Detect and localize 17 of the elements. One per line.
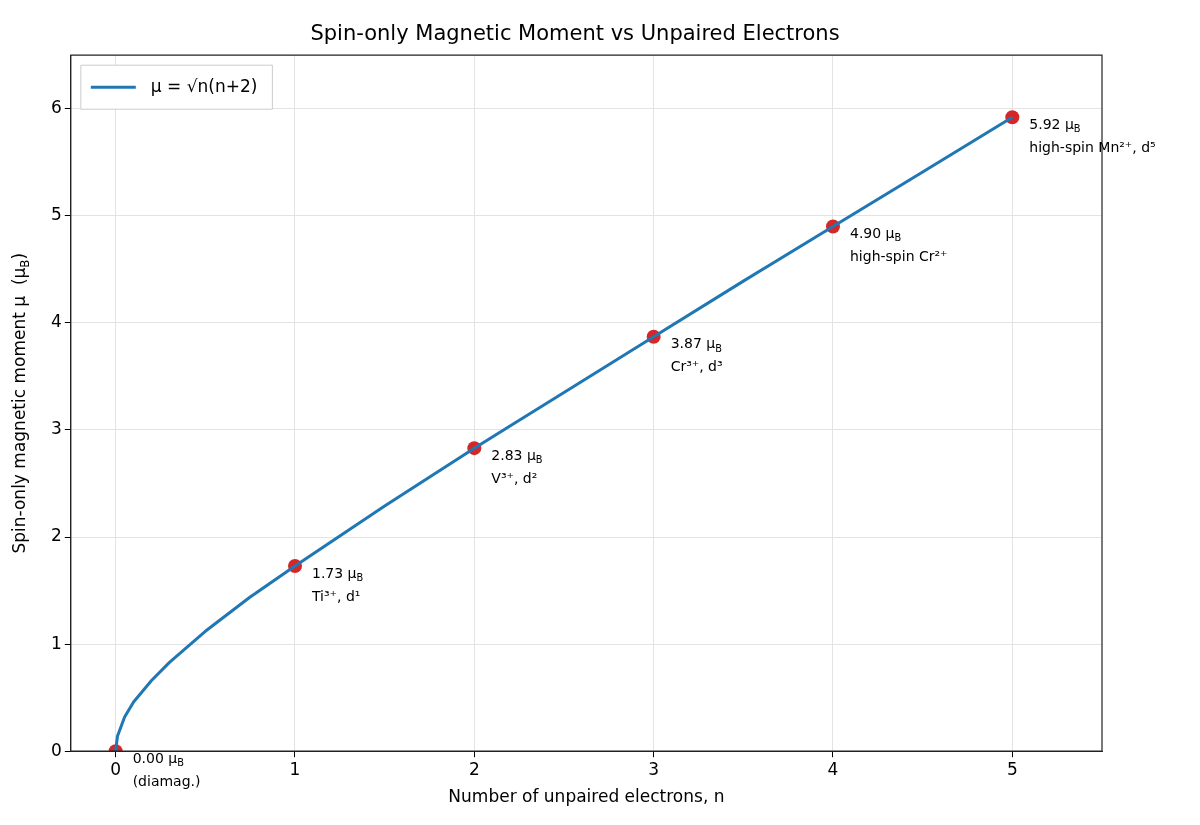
y-tick-label: 1: [50, 632, 62, 653]
x-axis-title: Number of unpaired electrons, n: [448, 786, 725, 807]
y-axis-title: Spin-only magnetic moment μ (μB): [9, 252, 33, 554]
y-tick-label: 4: [50, 311, 62, 332]
y-tick-label: 3: [50, 418, 62, 439]
chart-title: Spin-only Magnetic Moment vs Unpaired Electrons: [310, 21, 840, 46]
x-tick-label: 3: [648, 758, 660, 779]
y-tick-label: 0: [50, 739, 62, 760]
x-tick-label: 0: [110, 758, 122, 779]
x-tick-label: 5: [1006, 758, 1018, 779]
legend-label: μ = √n(n+2): [150, 75, 258, 96]
y-tick-label: 5: [50, 204, 62, 225]
x-tick-label: 4: [827, 758, 839, 779]
y-tick-label: 6: [50, 97, 62, 118]
y-tick-label: 2: [50, 525, 62, 546]
x-tick-label: 1: [289, 758, 301, 779]
x-tick-label: 2: [468, 758, 480, 779]
